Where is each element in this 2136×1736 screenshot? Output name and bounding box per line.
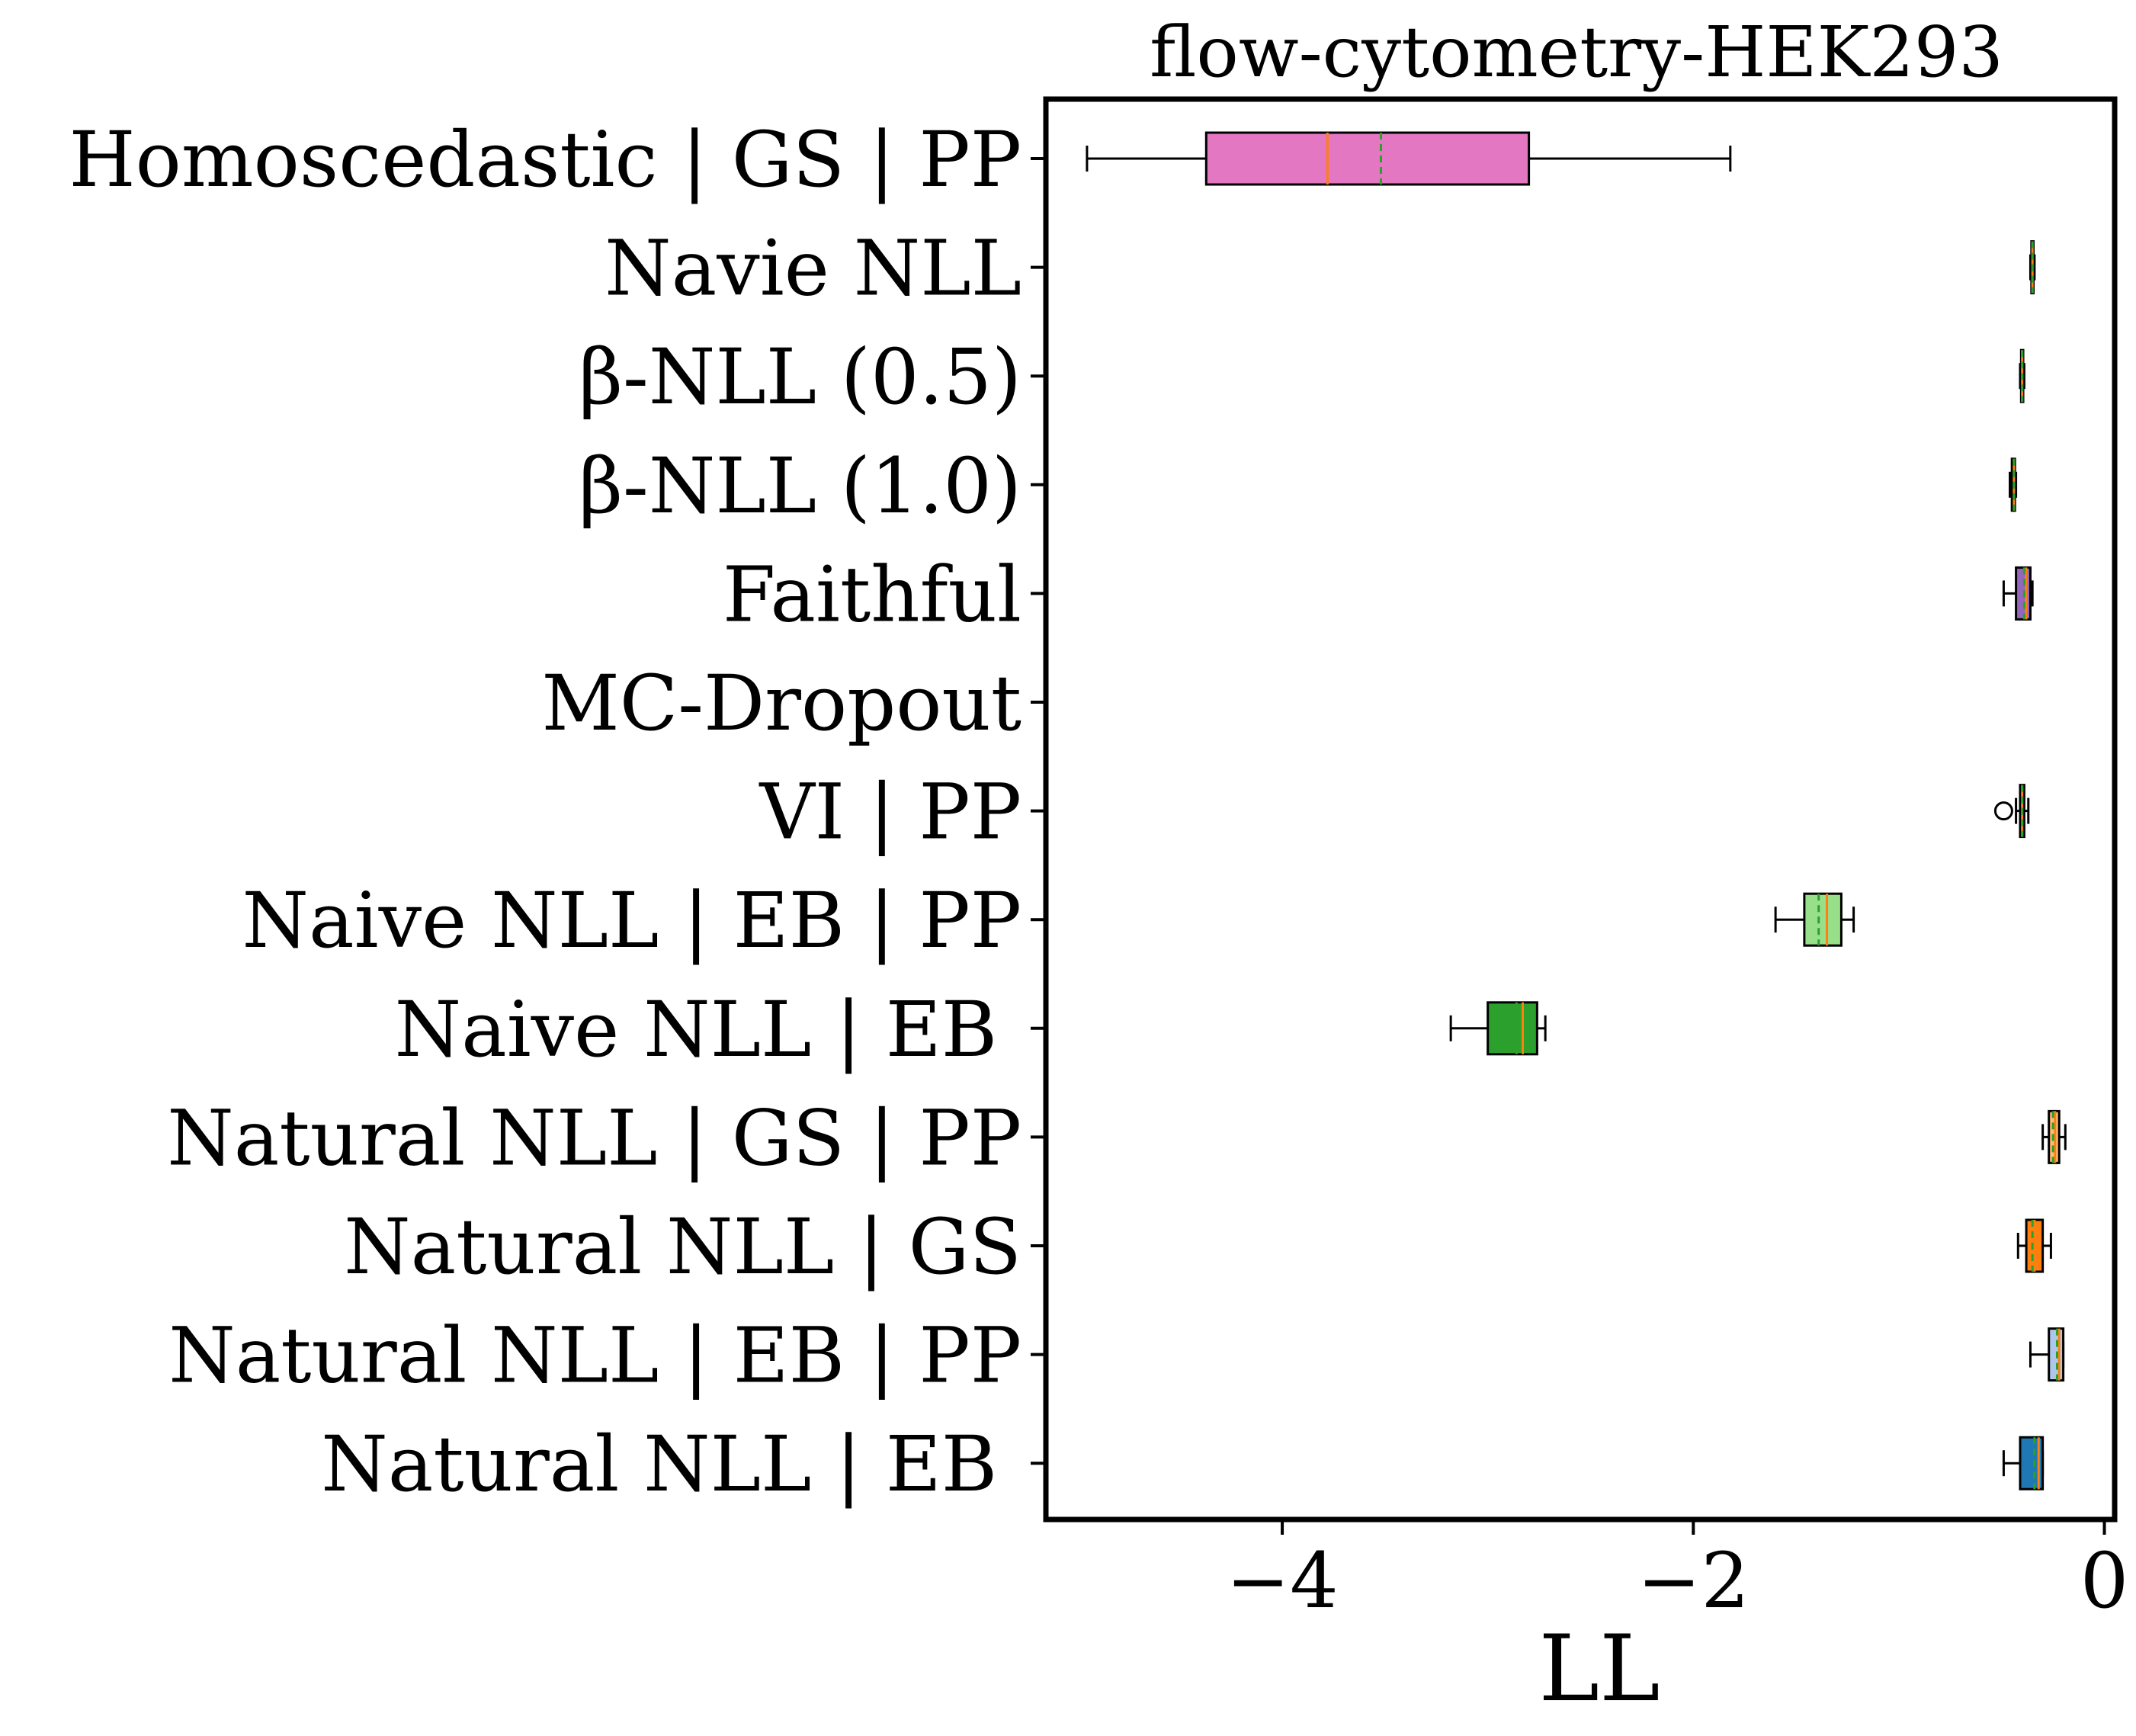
box bbox=[1204, 131, 1531, 186]
y-tick-label: Natural NLL | GS bbox=[344, 1202, 1021, 1292]
box-group bbox=[2029, 240, 2036, 295]
box-group bbox=[2016, 1218, 2052, 1273]
box-group bbox=[2029, 1327, 2065, 1382]
y-tick-label: MC-Dropout bbox=[541, 659, 1021, 748]
y-tick-label: Naive NLL | EB bbox=[395, 985, 1021, 1074]
outlier-point bbox=[1993, 801, 2013, 821]
y-tick-label: Naive NLL | EB | PP bbox=[242, 876, 1021, 965]
y-tick-label: Navie NLL bbox=[605, 224, 1021, 313]
y-tick-label: Natural NLL | GS | PP bbox=[167, 1093, 1021, 1182]
y-tick-label: β-NLL (0.5) bbox=[579, 332, 1021, 422]
box-group bbox=[2008, 457, 2018, 512]
box-group bbox=[2002, 1436, 2045, 1491]
x-tick-label: 0 bbox=[2080, 1536, 2129, 1625]
axes-frame bbox=[1043, 96, 2118, 1523]
x-axis-label: LL bbox=[1538, 1616, 1660, 1722]
y-tick-label: Natural NLL | EB bbox=[321, 1420, 1021, 1509]
box bbox=[1803, 892, 1843, 947]
y-tick-label: VI | PP bbox=[759, 768, 1021, 857]
box-group bbox=[1993, 784, 2030, 839]
x-axis: −4 −2 0 bbox=[1226, 1519, 2128, 1625]
y-tick-label: Natural NLL | EB | PP bbox=[168, 1311, 1021, 1401]
plot-area bbox=[1086, 131, 2067, 1491]
y-tick-label: Faithful bbox=[723, 550, 1021, 639]
chart-title: flow-cytometry-HEK293 bbox=[1150, 11, 2003, 93]
x-tick-label: −4 bbox=[1226, 1536, 1338, 1625]
box-group bbox=[2002, 566, 2034, 621]
box-group bbox=[2041, 1109, 2067, 1164]
box-group bbox=[1449, 1001, 1547, 1056]
box bbox=[1487, 1001, 1538, 1056]
box-group bbox=[2019, 348, 2025, 403]
y-tick-label: β-NLL (1.0) bbox=[579, 441, 1021, 531]
y-axis: Homoscedastic | GS | PP Navie NLL β-NLL (0… bbox=[69, 115, 1046, 1509]
box-group bbox=[1774, 892, 1855, 947]
x-tick-label: −2 bbox=[1637, 1536, 1750, 1625]
y-tick-label: Homoscedastic | GS | PP bbox=[69, 115, 1021, 204]
box-group bbox=[1086, 131, 1732, 186]
